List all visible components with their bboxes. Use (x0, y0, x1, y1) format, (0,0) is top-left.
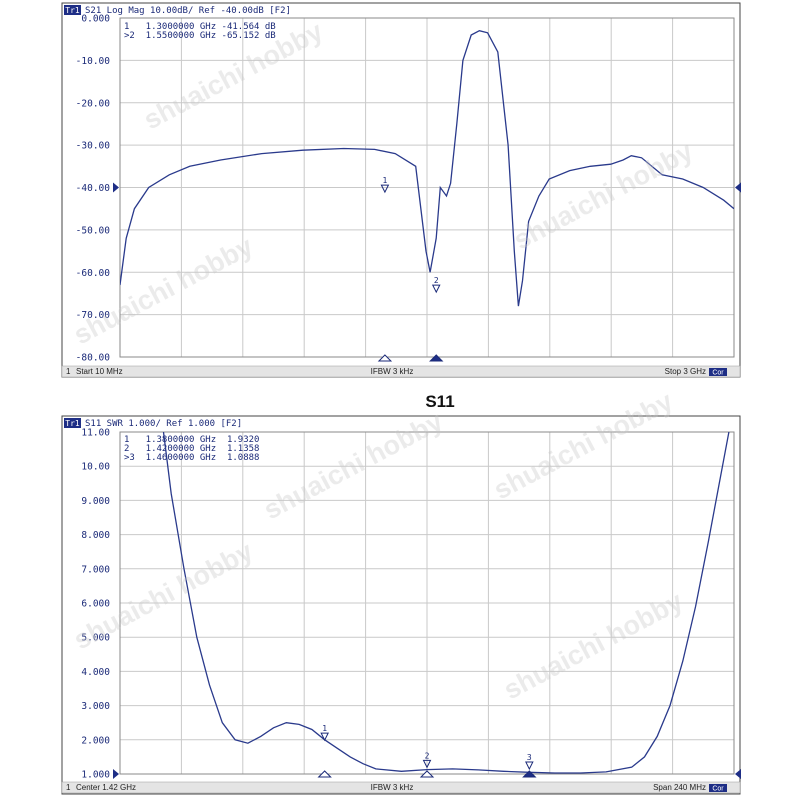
s21-status-start: Start 10 MHz (76, 367, 123, 376)
s21-plot-border (119, 17, 735, 358)
s21-y-tick-label: -40.00 (76, 183, 111, 194)
s11-cor-badge (709, 784, 727, 792)
s11-y-tick-label: 4.000 (81, 667, 110, 678)
s11-y-tick-label: 8.000 (81, 530, 110, 541)
s11-y-tick-label: 1.000 (81, 770, 110, 781)
s11-y-tick-label: 6.000 (81, 599, 110, 610)
s11-cor-badge-label: Cor (712, 786, 724, 793)
s21-status-channel: 1 (66, 367, 71, 376)
s11-marker-readouts: 1 1.3800000 GHz 1.9320 2 1.4200000 GHz 1… (124, 435, 259, 463)
s11-marker-triangle (525, 761, 534, 771)
s11-y-ticks: 11.00 10.00 9.000 8.000 7.000 6.000 5.000 4.000… (81, 428, 110, 781)
s11-trace-line (162, 432, 730, 774)
s11-title: S11 (425, 392, 454, 411)
s21-marker-label: 1 (382, 176, 387, 185)
s21-status-bar: 1 Start 10 MHz IFBW 3 kHz Stop 3 GHz Cor (61, 365, 741, 378)
s11-header: Tr1 S11 SWR 1.000/ Ref 1.000 [F2] (64, 418, 242, 429)
s21-y-tick-label: -70.00 (76, 310, 111, 321)
s21-y-tick-label: 0.000 (81, 14, 110, 25)
s21-marker-readout-2: >2 1.5500000 GHz -65.152 dB (124, 31, 276, 41)
s11-stimulus-marker (522, 770, 537, 778)
s11-marker-readout-1: 1 1.3800000 GHz 1.9320 (124, 435, 259, 445)
s21-ref-triangle-left (113, 182, 119, 193)
s11-marker-triangle (320, 732, 329, 742)
s11-status-channel: 1 (66, 783, 71, 792)
s21-grid (119, 17, 735, 358)
s11-stimulus-markers (317, 770, 537, 778)
s11-marker-label: 3 (527, 753, 532, 762)
s11-header-text: S11 SWR 1.000/ Ref 1.000 [F2] (85, 419, 242, 429)
s21-header-text: S21 Log Mag 10.00dB/ Ref -40.00dB [F2] (85, 6, 291, 16)
s11-marker-readout-2: 2 1.4200000 GHz 1.1358 (124, 444, 259, 454)
s21-status-stop: Stop 3 GHz (665, 367, 706, 376)
s11-y-tick-label: 7.000 (81, 564, 110, 575)
s11-status-center: Center 1.42 GHz (76, 783, 136, 792)
s21-cor-badge-label: Cor (712, 370, 724, 377)
s21-trace-badge (64, 5, 81, 15)
s21-y-tick-label: -50.00 (76, 225, 111, 236)
s21-marker-readout-1: 1 1.3000000 GHz -41.564 dB (124, 22, 276, 32)
s11-stimulus-marker (419, 770, 435, 778)
s21-y-ticks: 0.000 -10.00 -20.00 -30.00 -40.00 -50.00 -60.0… (76, 14, 111, 364)
s21-panel: Tr1 S21 Log Mag 10.00dB/ Ref -40.00dB [F… (61, 2, 741, 378)
s11-marker-3: 3 (525, 753, 534, 771)
s11-grid (119, 431, 735, 775)
s21-header: Tr1 S21 Log Mag 10.00dB/ Ref -40.00dB [F… (64, 5, 291, 16)
s11-status-ifbw: IFBW 3 kHz (371, 783, 414, 792)
s21-y-tick-label: -60.00 (76, 268, 111, 279)
s21-ref-triangle-right (735, 182, 741, 193)
s21-marker-readouts: 1 1.3000000 GHz -41.564 dB >2 1.5500000 … (124, 22, 276, 41)
s11-trace-badge-label: Tr1 (65, 419, 80, 428)
s21-status-bar-bg (61, 365, 741, 378)
s11-marker-2: 2 (422, 751, 432, 769)
s21-marker-triangle (431, 284, 441, 294)
s11-status-bar-bg (61, 781, 741, 794)
s11-ref-triangle-left (113, 769, 119, 779)
s21-y-tick-label: -30.00 (76, 141, 111, 152)
s11-stimulus-marker (317, 770, 332, 778)
s21-markers: 12 (380, 176, 441, 294)
s11-marker-label: 1 (322, 724, 327, 733)
s21-stimulus-markers (377, 354, 444, 362)
s11-trace-badge (64, 418, 81, 428)
s21-trace-line (120, 30, 734, 307)
s11-panel: Tr1 S11 SWR 1.000/ Ref 1.000 [F2] 11.001… (61, 415, 741, 795)
s11-y-tick-label: 11.00 (81, 428, 110, 439)
s21-marker-triangle (380, 184, 390, 194)
s11-y-tick-label: 3.000 (81, 701, 110, 712)
s21-status-ifbw: IFBW 3 kHz (371, 367, 414, 376)
s21-y-tick-label: -10.00 (76, 56, 111, 67)
s11-y-tick-label: 9.000 (81, 496, 110, 507)
s21-marker-label: 2 (434, 276, 439, 285)
s21-trace-badge-label: Tr1 (65, 6, 80, 15)
s21-marker-2: 2 (431, 276, 441, 294)
s11-marker-triangle (422, 759, 432, 769)
s11-ref-triangle-right (735, 769, 741, 779)
s21-cor-badge (709, 368, 727, 376)
s11-markers: 1 2 3 (320, 724, 534, 771)
s11-y-tick-label: 2.000 (81, 735, 110, 746)
s21-reference-triangles (113, 182, 741, 193)
s11-y-tick-label: 10.00 (81, 462, 110, 473)
s21-y-tick-label: -20.00 (76, 98, 111, 109)
s21-marker-1: 1 (380, 176, 390, 194)
s21-y-tick-label: -80.00 (76, 353, 111, 364)
s11-marker-label: 2 (425, 751, 430, 760)
s21-stimulus-marker (429, 354, 444, 362)
s11-marker-readout-3: >3 1.4600000 GHz 1.0888 (124, 453, 259, 463)
s11-marker-1: 1 (320, 724, 329, 742)
s11-status-bar: 1 Center 1.42 GHz IFBW 3 kHz Span 240 MH… (61, 781, 741, 794)
s11-y-tick-label: 5.000 (81, 633, 110, 644)
s21-stimulus-marker (377, 354, 393, 362)
s11-reference-triangles (113, 769, 741, 779)
s11-status-span: Span 240 MHz (653, 783, 706, 792)
